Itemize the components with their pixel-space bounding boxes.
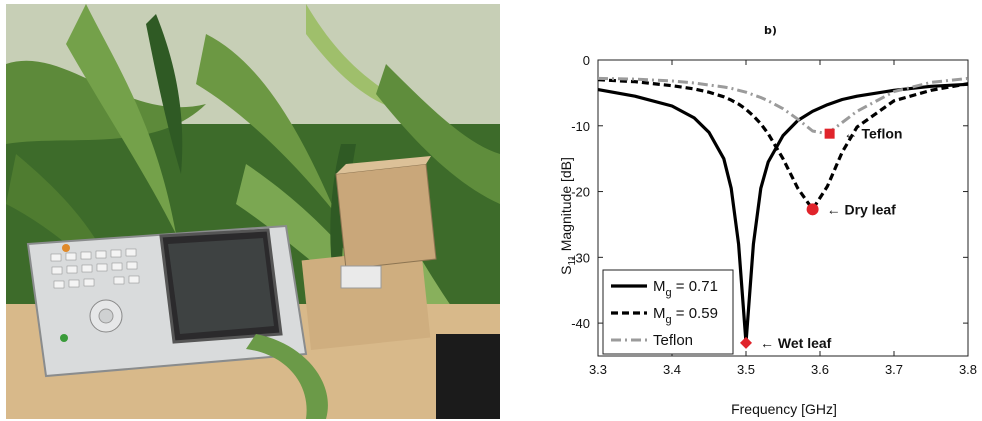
x-tick-label: 3.8 bbox=[959, 362, 977, 377]
annotation-1: ← Dry leaf bbox=[827, 201, 897, 217]
x-tick-label: 3.7 bbox=[885, 362, 903, 377]
panel-b-label: b) bbox=[764, 24, 777, 37]
marker-teflon bbox=[824, 128, 835, 139]
x-tick-label: 3.6 bbox=[811, 362, 829, 377]
y-tick-label: -20 bbox=[571, 185, 590, 200]
series-line-0 bbox=[597, 82, 969, 345]
marker-wet-leaf bbox=[740, 336, 752, 349]
field-photo bbox=[6, 4, 500, 419]
x-tick-label: 3.3 bbox=[589, 362, 607, 377]
cardboard-box-sensor bbox=[335, 156, 437, 289]
plot-frame bbox=[597, 59, 969, 357]
legend-label-0: Mg = 0.71 bbox=[653, 278, 718, 299]
legend-label-2: Teflon bbox=[653, 332, 693, 349]
y-tick-label: -10 bbox=[571, 119, 590, 134]
x-tick-label: 3.4 bbox=[663, 362, 681, 377]
annotation-0: ← Wet leaf bbox=[760, 335, 832, 351]
y-tick-label: -30 bbox=[571, 250, 590, 265]
marker-dry-leaf bbox=[806, 203, 819, 216]
annotation-2: ← Teflon bbox=[844, 126, 903, 142]
y-tick-label: 0 bbox=[583, 53, 590, 68]
y-axis-label: S11 Magnitude [dB] bbox=[558, 157, 578, 275]
spectrum-analyzer bbox=[26, 224, 308, 378]
y-tick-label: -40 bbox=[571, 316, 590, 331]
series-line-2 bbox=[597, 76, 969, 136]
series-line-1 bbox=[597, 78, 969, 211]
s11-chart: ← Wet leaf ← Dry leaf ← Teflon 3.3 3.4 3.5 3.… bbox=[558, 53, 977, 417]
legend-label-1: Mg = 0.59 bbox=[653, 305, 718, 326]
x-axis-label: Frequency [GHz] bbox=[731, 401, 837, 417]
x-tick-label: 3.5 bbox=[737, 362, 755, 377]
